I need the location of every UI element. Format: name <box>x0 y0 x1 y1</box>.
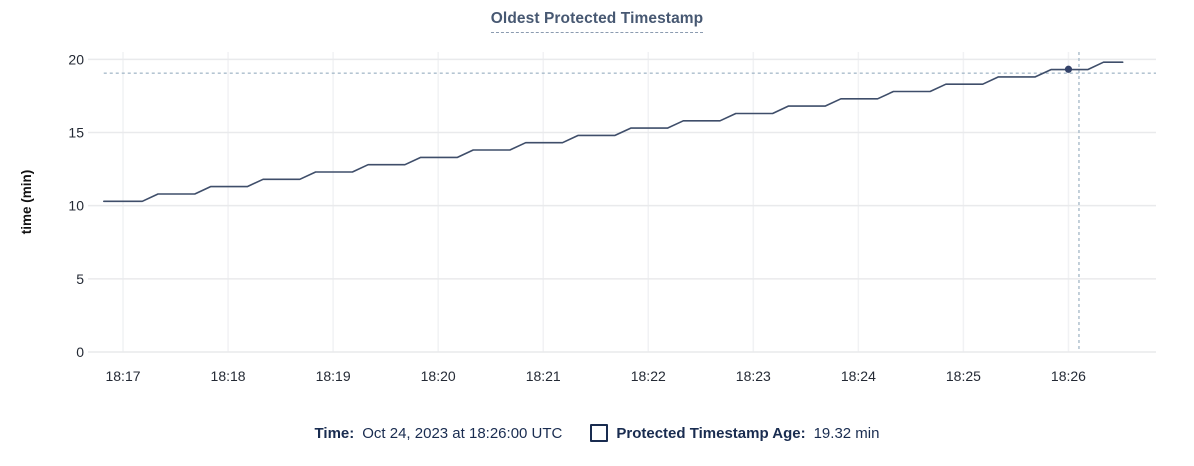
hover-point-marker <box>1064 65 1073 73</box>
series-toggle-checkbox[interactable] <box>590 424 609 442</box>
x-tick-label: 18:21 <box>526 368 561 384</box>
x-tick-label: 18:24 <box>841 368 876 384</box>
chart-title-row: Oldest Protected Timestamp <box>0 10 1194 33</box>
y-tick-label: 20 <box>68 51 84 67</box>
chart-legend: Time: Oct 24, 2023 at 18:26:00 UTC Prote… <box>0 420 1194 446</box>
x-tick-label: 18:25 <box>946 368 981 384</box>
series-line-protected-timestamp-age <box>103 61 1124 203</box>
y-tick-label: 5 <box>76 271 84 287</box>
y-tick-label: 15 <box>68 124 84 140</box>
series-label: Protected Timestamp Age: <box>616 424 806 442</box>
line-chart[interactable]: 18:17 18:18 18:19 18:20 18:21 18:22 18:23 18:24… <box>0 0 1194 400</box>
time-label: Time: <box>314 424 355 442</box>
y-axis-title: time (min) <box>19 170 34 235</box>
chart-title[interactable]: Oldest Protected Timestamp <box>490 10 704 33</box>
y-tick-label: 10 <box>68 198 84 214</box>
x-tick-label: 18:20 <box>421 368 456 384</box>
x-tick-label: 18:26 <box>1051 368 1086 384</box>
x-tick-label: 18:18 <box>211 368 246 384</box>
x-tick-label: 18:19 <box>316 368 351 384</box>
y-tick-label: 0 <box>76 344 84 360</box>
time-value: Oct 24, 2023 at 18:26:00 UTC <box>362 424 563 442</box>
x-tick-label: 18:23 <box>736 368 771 384</box>
x-tick-label: 18:22 <box>631 368 666 384</box>
series-value: 19.32 min <box>813 424 880 442</box>
x-tick-label: 18:17 <box>105 368 140 384</box>
